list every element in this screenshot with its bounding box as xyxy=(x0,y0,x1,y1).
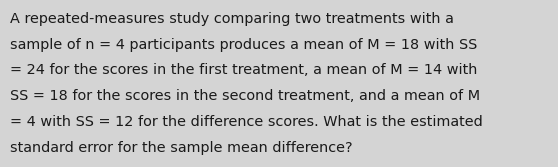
Text: SS = 18 for the scores in the second treatment, and a mean of M: SS = 18 for the scores in the second tre… xyxy=(10,89,480,103)
Text: = 24 for the scores in the first treatment, a mean of M = 14 with: = 24 for the scores in the first treatme… xyxy=(10,63,478,77)
Text: A repeated-measures study comparing two treatments with a: A repeated-measures study comparing two … xyxy=(10,12,454,26)
Text: standard error for the sample mean difference?: standard error for the sample mean diffe… xyxy=(10,141,353,155)
Text: sample of n = 4 participants produces a mean of M = 18 with SS: sample of n = 4 participants produces a … xyxy=(10,38,477,52)
Text: = 4 with SS = 12 for the difference scores. What is the estimated: = 4 with SS = 12 for the difference scor… xyxy=(10,115,483,129)
